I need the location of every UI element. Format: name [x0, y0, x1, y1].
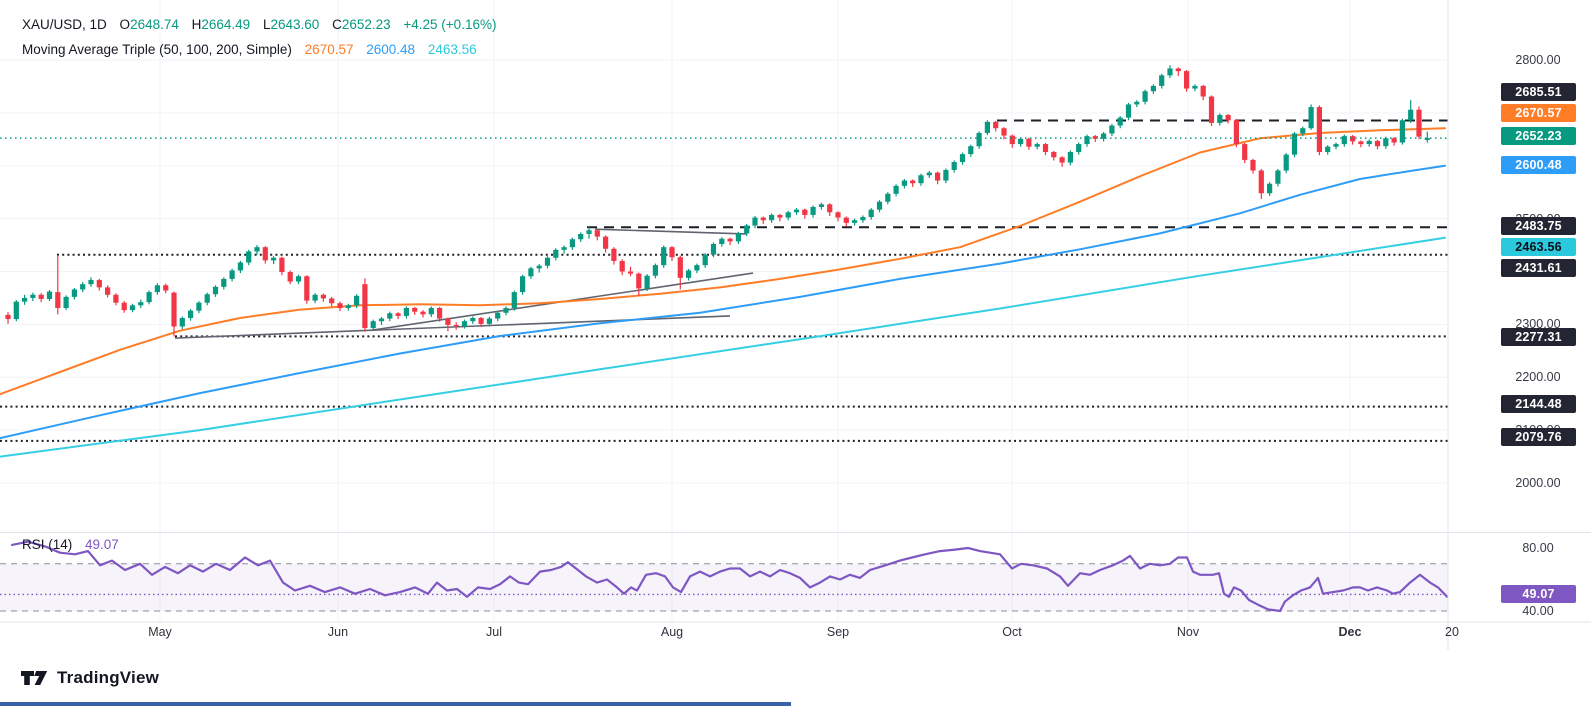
ma-line-sma-200[interactable] — [0, 236, 1446, 458]
ma-line-sma-100[interactable] — [0, 164, 1446, 440]
tradingview-logo-icon — [21, 671, 48, 685]
rsi-badge-49.07: 49.07 — [1501, 585, 1576, 603]
gridlines — [0, 0, 1448, 622]
price-badge-2600.48: 2600.48 — [1501, 156, 1576, 174]
separators — [0, 0, 1591, 650]
rsi-legend-row[interactable]: RSI (14) 49.07 — [22, 537, 119, 552]
rsi-pane[interactable] — [0, 540, 1448, 613]
price-badge-2463.56: 2463.56 — [1501, 238, 1576, 256]
legend-ma-row[interactable]: Moving Average Triple (50, 100, 200, Sim… — [22, 37, 496, 62]
open-value: 2648.74 — [130, 17, 179, 32]
rsi-axis-label-40.00: 40.00 — [1522, 604, 1554, 618]
time-label-Nov: Nov — [1176, 625, 1200, 639]
rsi-band — [0, 563, 1448, 611]
time-label-Sep: Sep — [826, 625, 850, 639]
high-label: H — [191, 17, 202, 32]
price-axis-label-2800.00: 2800.00 — [1515, 53, 1561, 67]
open-label: O — [119, 17, 131, 32]
tradingview-logo-text: TradingView — [57, 668, 160, 687]
ma-line-sma-50[interactable] — [0, 127, 1446, 396]
high-value: 2664.49 — [201, 17, 251, 32]
price-badge-2144.48: 2144.48 — [1501, 395, 1576, 413]
price-badge-2685.51: 2685.51 — [1501, 83, 1576, 101]
ma200-value: 2463.56 — [427, 42, 477, 57]
price-axis-label-2000.00: 2000.00 — [1515, 476, 1561, 490]
bottom-accent-bar — [0, 702, 791, 706]
low-label: L — [262, 17, 271, 32]
time-label-May: May — [148, 625, 172, 639]
price-axis-label-2300.00: 2300.00 — [1515, 317, 1561, 331]
legend-symbol-row[interactable]: XAU/USD, 1D O2648.74 H2664.49 L2643.60 C… — [22, 12, 496, 37]
time-label-Aug: Aug — [660, 625, 684, 639]
price-axis-label-2200.00: 2200.00 — [1515, 370, 1561, 384]
time-label-Jul: Jul — [486, 625, 502, 639]
trendline-3[interactable] — [594, 228, 747, 235]
close-value: 2652.23 — [341, 17, 391, 32]
price-badge-2652.23: 2652.23 — [1501, 127, 1576, 145]
time-label-20: 20 — [1445, 625, 1459, 639]
price-badge-2277.31: 2277.31 — [1501, 328, 1576, 346]
change-value: +4.25 (+0.16%) — [403, 17, 497, 32]
ma-indicator-title: Moving Average Triple (50, 100, 200, Sim… — [22, 42, 292, 57]
ma50-value: 2670.57 — [304, 42, 354, 57]
rsi-axis-label-80.00: 80.00 — [1522, 541, 1554, 555]
legend: XAU/USD, 1D O2648.74 H2664.49 L2643.60 C… — [22, 12, 496, 62]
rsi-value: 49.07 — [85, 537, 119, 552]
time-label-Oct: Oct — [1002, 625, 1022, 639]
rsi-line — [10, 540, 1448, 613]
price-badge-2079.76: 2079.76 — [1501, 428, 1576, 446]
tradingview-attribution[interactable]: TradingView — [20, 666, 159, 690]
price-badge-2431.61: 2431.61 — [1501, 259, 1576, 277]
time-label-Dec: Dec — [1338, 625, 1362, 639]
rsi-title: RSI (14) — [22, 537, 73, 552]
candles — [5, 65, 1430, 337]
symbol-title: XAU/USD, 1D — [22, 17, 107, 32]
low-value: 2643.60 — [270, 17, 320, 32]
close-label: C — [332, 17, 342, 32]
price-badge-2670.57: 2670.57 — [1501, 104, 1576, 122]
price-pane[interactable] — [0, 65, 1448, 458]
price-badge-2483.75: 2483.75 — [1501, 217, 1576, 235]
time-label-Jun: Jun — [327, 625, 349, 639]
ma100-value: 2600.48 — [366, 42, 416, 57]
